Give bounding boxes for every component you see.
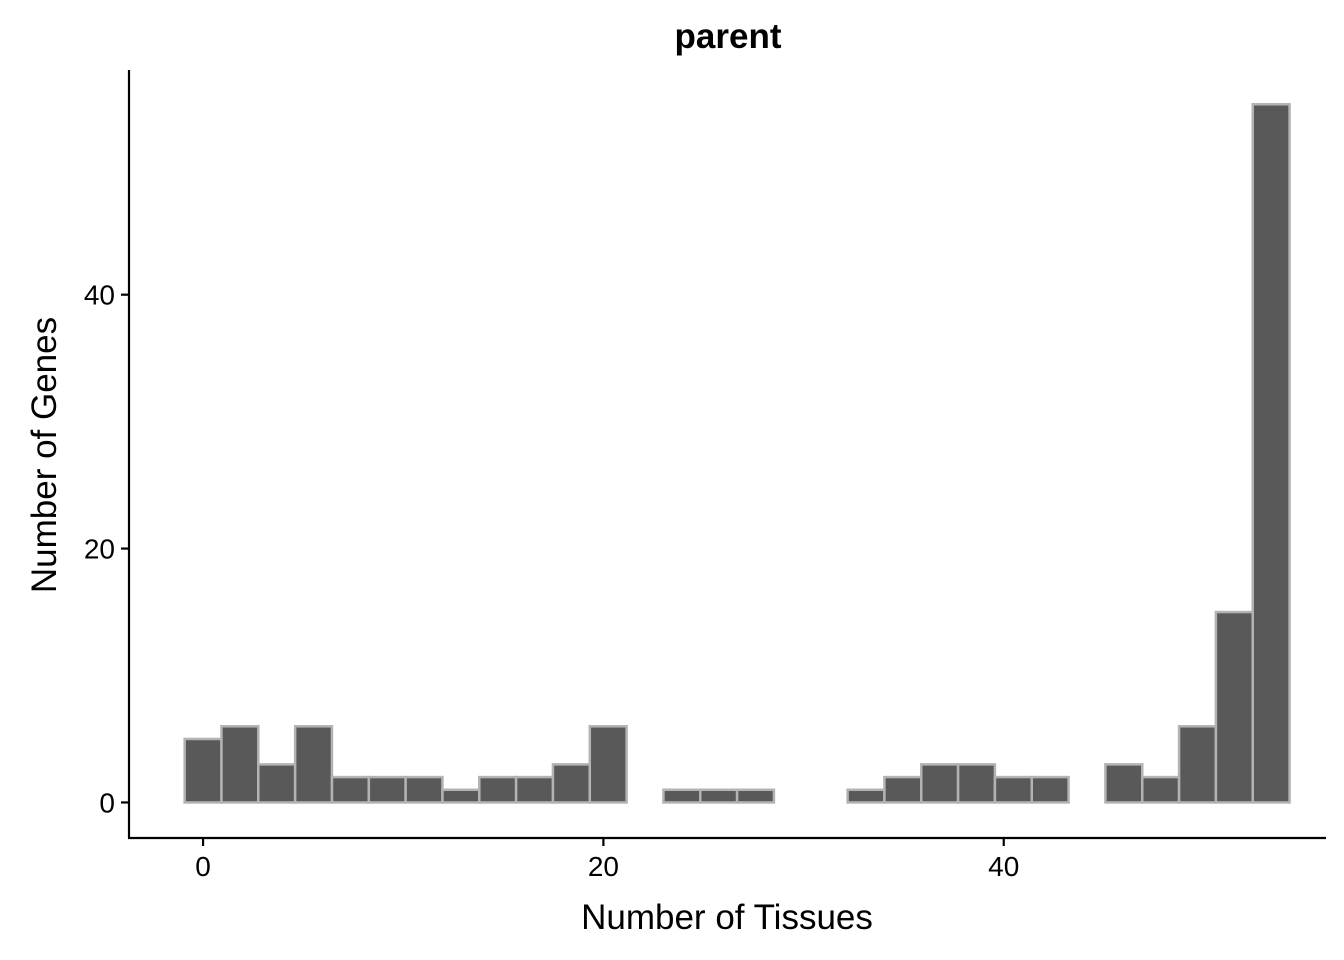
- y-tick-label: 20: [84, 534, 115, 565]
- histogram-bar: [1140, 775, 1181, 804]
- y-axis-title: Number of Genes: [25, 317, 64, 593]
- histogram-bar: [404, 775, 444, 804]
- y-tick-label: 0: [99, 787, 115, 818]
- histogram-bar: [293, 725, 334, 804]
- histogram-bar: [662, 788, 702, 804]
- histogram-bar: [257, 763, 297, 804]
- histogram-bar: [330, 775, 371, 804]
- x-axis-title: Number of Tissues: [581, 898, 873, 937]
- histogram-bar: [883, 775, 923, 804]
- histogram-bar: [1030, 775, 1070, 804]
- histogram-bar: [920, 763, 960, 804]
- histogram-bar: [956, 763, 997, 804]
- histogram-bar: [846, 788, 886, 804]
- histogram-bar: [551, 763, 592, 804]
- histogram-bar: [478, 775, 518, 804]
- histogram-bar: [993, 775, 1034, 804]
- histogram-bar: [588, 725, 628, 804]
- histogram-bar: [1104, 763, 1144, 804]
- histogram-bar: [1251, 103, 1291, 804]
- histogram-bar: [514, 775, 555, 804]
- bars-group: [183, 103, 1291, 804]
- histogram-bar: [735, 788, 776, 804]
- y-tick-label: 40: [84, 280, 115, 311]
- chart-title: parent: [675, 17, 782, 56]
- x-tick-label: 0: [195, 851, 211, 882]
- histogram-bar: [1214, 610, 1254, 804]
- histogram-bar: [699, 788, 739, 804]
- histogram-bar: [441, 788, 481, 804]
- x-ticks-group: 0 20 40: [195, 838, 1019, 882]
- histogram-bar: [1177, 725, 1218, 804]
- histogram-bar: [220, 725, 260, 804]
- y-ticks-group: 0 20 40: [84, 280, 129, 818]
- histogram-bar: [183, 737, 223, 804]
- histogram-bar: [367, 775, 407, 804]
- x-tick-label: 40: [988, 851, 1019, 882]
- x-tick-label: 20: [588, 851, 619, 882]
